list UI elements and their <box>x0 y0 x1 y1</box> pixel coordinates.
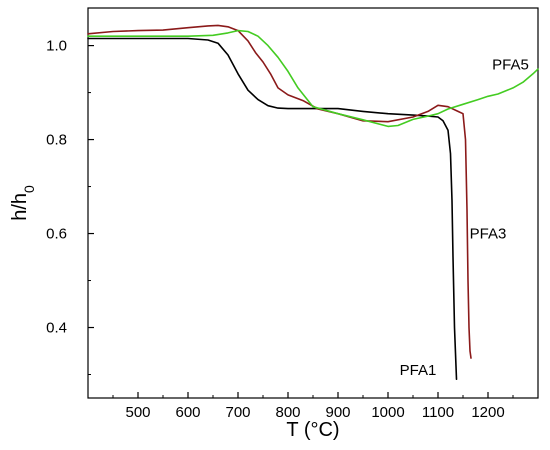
x-tick-label: 600 <box>175 404 200 421</box>
annotation-pfa3: PFA3 <box>470 226 507 243</box>
x-tick-label: 800 <box>275 404 300 421</box>
x-axis-title: T (°C) <box>286 419 339 441</box>
series-lines <box>87 24 539 381</box>
x-tick-label: 1100 <box>422 404 454 421</box>
y-tick-label: 1.0 <box>46 38 67 55</box>
y-tick-label: 0.4 <box>46 320 67 337</box>
x-axis-ticks: 500 600 700 800 900 1000 1100 1200 <box>112 392 514 421</box>
x-tick-label: 1200 <box>471 404 504 421</box>
plot-area: 500 600 700 800 900 1000 1100 1200 0.4 0.6 0.8 1.0… <box>46 7 539 421</box>
x-tick-label: 900 <box>325 404 350 421</box>
series-line-pfa3 <box>87 24 472 359</box>
y-axis-title: h/h0 <box>9 185 37 221</box>
annotation-pfa5: PFA5 <box>492 56 529 73</box>
x-tick-label: 500 <box>125 404 150 421</box>
series-annotations: PFA5 PFA3 PFA1 <box>400 56 529 378</box>
y-tick-label: 0.8 <box>46 132 67 149</box>
series-line-pfa5 <box>87 29 539 128</box>
x-tick-label: 1000 <box>371 404 404 421</box>
x-tick-label: 700 <box>225 404 250 421</box>
y-tick-label: 0.6 <box>46 226 67 243</box>
series-line-pfa1 <box>87 37 458 381</box>
plot-frame <box>87 7 539 399</box>
annotation-pfa1: PFA1 <box>400 362 437 379</box>
y-axis-ticks: 0.4 0.6 0.8 1.0 <box>46 38 94 376</box>
